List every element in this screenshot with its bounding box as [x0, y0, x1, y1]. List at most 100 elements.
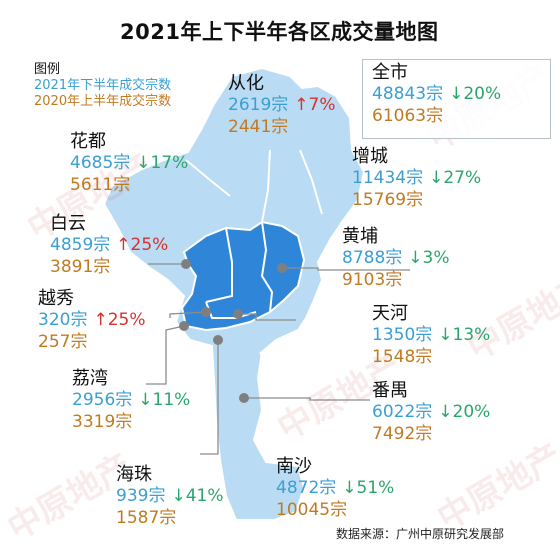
district-name-huangpu: 黄埔	[342, 226, 378, 247]
dot-baiyun	[181, 259, 191, 269]
district-h2-count-row: 4859宗 ↑25%	[50, 237, 168, 254]
h1-count-zengcheng: 15769宗	[352, 190, 424, 210]
change-percent-huadu: 17%	[150, 153, 189, 173]
arrow-up-icon: ↑	[93, 310, 108, 330]
arrow-down-icon: ↓	[449, 84, 464, 104]
change-huadu: ↓17%	[136, 153, 188, 173]
h1-count-conghua: 2441宗	[228, 117, 289, 137]
change-percent-tianhe: 13%	[452, 325, 491, 345]
h2-count-tianhe: 1350宗	[372, 325, 433, 345]
district-h2-count-row: 8788宗 ↓3%	[342, 250, 450, 267]
change-percent-conghua: 7%	[308, 95, 336, 115]
arrow-up-icon: ↑	[116, 235, 131, 255]
district-name-baiyun: 白云	[50, 213, 86, 234]
legend-h2-label: 2021年下半年成交宗数	[34, 78, 172, 93]
arrow-down-icon: ↓	[171, 486, 186, 506]
h2-count-panyu: 6022宗	[372, 402, 433, 422]
dot-yuexiu	[201, 307, 211, 317]
h2-count-zengcheng: 11434宗	[352, 168, 424, 188]
district-name-huadu: 花都	[70, 131, 106, 152]
h2-count-conghua: 2619宗	[228, 95, 289, 115]
change-percent-panyu: 20%	[452, 402, 491, 422]
core-region-shape	[180, 220, 306, 332]
district-h2-count-row: 4872宗 ↓51%	[276, 480, 394, 497]
arrow-down-icon: ↓	[136, 153, 151, 173]
district-h2-count-row: 2619宗 ↑7%	[228, 97, 336, 114]
location-dots	[179, 259, 287, 403]
change-liwan: ↓11%	[138, 390, 190, 410]
change-percent-zengcheng: 27%	[443, 168, 482, 188]
change-huangpu: ↓3%	[408, 248, 449, 268]
change-percent-nansha: 51%	[356, 478, 395, 498]
district-h2-count-row: 11434宗 ↓27%	[352, 170, 481, 187]
h2-count-huangpu: 8788宗	[342, 248, 403, 268]
h1-count-yuexiu: 257宗	[38, 332, 88, 352]
district-h2-count-row: 939宗 ↓41%	[116, 488, 224, 505]
district-h2-count-row: 2956宗 ↓11%	[72, 392, 190, 409]
h1-count-panyu: 7492宗	[372, 424, 433, 444]
arrow-down-icon: ↓	[138, 390, 153, 410]
change-percent-huangpu: 3%	[422, 248, 450, 268]
h2-count-quanshi: 48843宗	[372, 84, 444, 104]
change-tianhe: ↓13%	[438, 325, 490, 345]
change-percent-baiyun: 25%	[130, 235, 169, 255]
district-h2-count-row: 6022宗 ↓20%	[372, 404, 490, 421]
change-percent-liwan: 11%	[152, 390, 191, 410]
h1-count-liwan: 3319宗	[72, 412, 133, 432]
district-name-nansha: 南沙	[276, 456, 312, 477]
district-h2-count-row: 48843宗 ↓20%	[372, 86, 501, 103]
change-quanshi: ↓20%	[449, 84, 501, 104]
change-yuexiu: ↑25%	[93, 310, 145, 330]
h1-count-tianhe: 1548宗	[372, 347, 433, 367]
district-name-liwan: 荔湾	[72, 368, 108, 389]
citywide-box	[362, 59, 551, 139]
h1-count-quanshi: 61063宗	[372, 106, 444, 126]
pointer-lines	[146, 263, 410, 455]
district-h2-count-row: 320宗 ↑25%	[38, 312, 146, 329]
arrow-down-icon: ↓	[342, 478, 357, 498]
district-name-yuexiu: 越秀	[38, 288, 74, 309]
change-baiyun: ↑25%	[116, 235, 168, 255]
change-panyu: ↓20%	[438, 402, 490, 422]
h2-count-baiyun: 4859宗	[50, 235, 111, 255]
h1-count-haizhu: 1587宗	[116, 508, 177, 528]
dot-tianhe	[233, 309, 243, 319]
h2-count-nansha: 4872宗	[276, 478, 337, 498]
h2-count-haizhu: 939宗	[116, 486, 166, 506]
arrow-down-icon: ↓	[438, 325, 453, 345]
h1-count-baiyun: 3891宗	[50, 257, 111, 277]
map-title: 2021年上下半年各区成交量地图	[120, 20, 439, 44]
h1-count-huadu: 5611宗	[70, 175, 131, 195]
data-source: 数据来源：广州中原研究发展部	[336, 527, 505, 541]
district-h2-count-row: 4685宗 ↓17%	[70, 155, 188, 172]
arrow-down-icon: ↓	[438, 402, 453, 422]
h2-count-huadu: 4685宗	[70, 153, 131, 173]
dot-huangpu	[277, 263, 287, 273]
change-haizhu: ↓41%	[171, 486, 223, 506]
arrow-down-icon: ↓	[429, 168, 444, 188]
h1-count-nansha: 10045宗	[276, 500, 348, 520]
change-percent-quanshi: 20%	[463, 84, 502, 104]
change-nansha: ↓51%	[342, 478, 394, 498]
h2-count-yuexiu: 320宗	[38, 310, 88, 330]
district-border-lines	[185, 149, 353, 405]
change-zengcheng: ↓27%	[429, 168, 481, 188]
change-conghua: ↑7%	[294, 95, 335, 115]
change-percent-haizhu: 41%	[185, 486, 224, 506]
district-name-panyu: 番禺	[372, 380, 408, 401]
legend-h1-label: 2020年上半年成交宗数	[34, 94, 172, 109]
arrow-down-icon: ↓	[408, 248, 423, 268]
district-name-tianhe: 天河	[372, 303, 408, 324]
dot-haizhu	[213, 335, 223, 345]
h2-count-liwan: 2956宗	[72, 390, 133, 410]
district-name-quanshi: 全市	[372, 62, 408, 83]
dot-liwan	[179, 321, 189, 331]
district-name-haizhu: 海珠	[116, 464, 152, 485]
change-percent-yuexiu: 25%	[107, 310, 146, 330]
h1-count-huangpu: 9103宗	[342, 270, 403, 290]
legend-heading: 图例	[34, 62, 61, 77]
arrow-up-icon: ↑	[294, 95, 309, 115]
district-name-conghua: 从化	[228, 73, 264, 94]
